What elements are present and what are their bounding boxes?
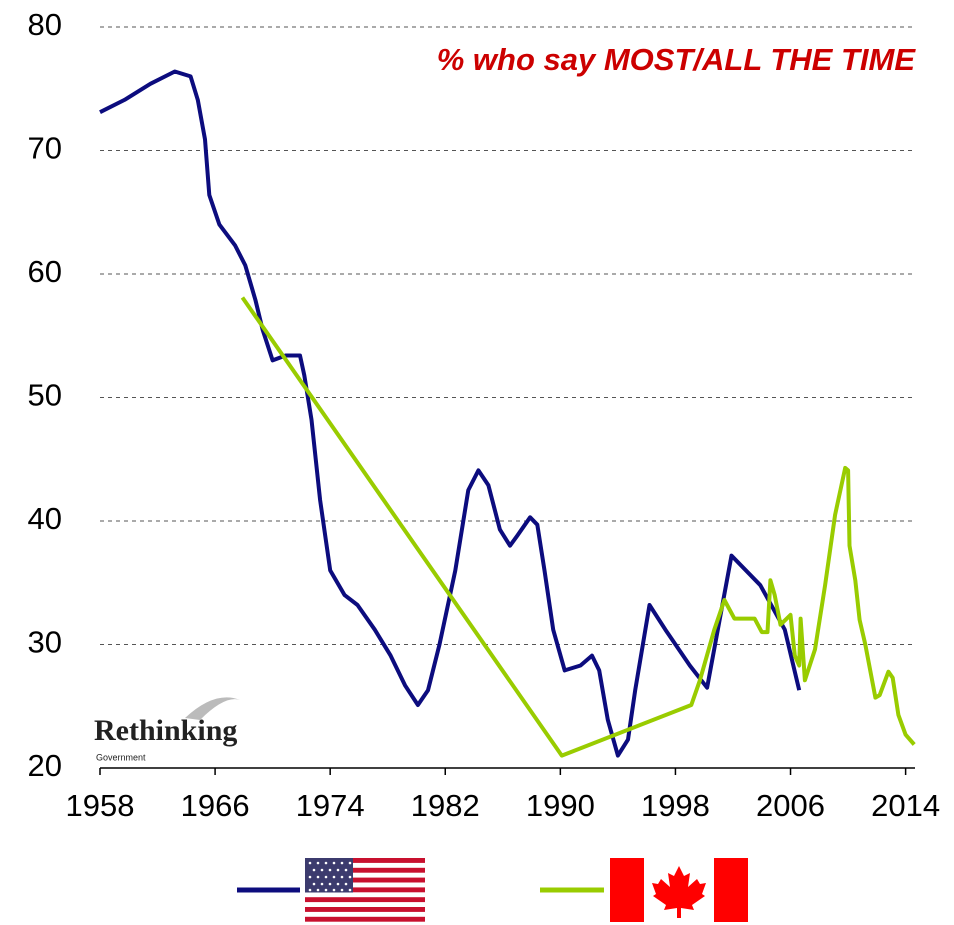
y-tick-label: 60	[28, 254, 62, 289]
logo-swoosh	[185, 697, 240, 720]
y-tick-label: 20	[28, 748, 62, 783]
canada-flag	[610, 858, 748, 922]
y-tick-label: 40	[28, 501, 62, 536]
chart-title: % who say MOST/ALL THE TIME	[437, 42, 917, 77]
y-tick-label: 70	[28, 131, 62, 166]
x-tick-label: 1990	[526, 788, 595, 823]
logo-name: Rethinking	[94, 714, 237, 747]
x-tick-label: 2006	[756, 788, 825, 823]
x-tick-label: 1982	[411, 788, 480, 823]
us-flag	[305, 858, 425, 922]
x-tick-label: 1974	[296, 788, 365, 823]
x-tick-label: 2014	[871, 788, 940, 823]
x-tick-label: 1998	[641, 788, 710, 823]
legend	[237, 858, 748, 922]
x-tick-label: 1958	[66, 788, 135, 823]
y-tick-label: 50	[28, 378, 62, 413]
series-line	[240, 296, 916, 758]
logo-sub: Government	[96, 752, 146, 762]
y-tick-label: 80	[28, 7, 62, 42]
logo: Rethinking Government	[94, 697, 240, 762]
series-line	[99, 69, 802, 758]
y-tick-label: 30	[28, 625, 62, 660]
x-tick-label: 1966	[181, 788, 250, 823]
